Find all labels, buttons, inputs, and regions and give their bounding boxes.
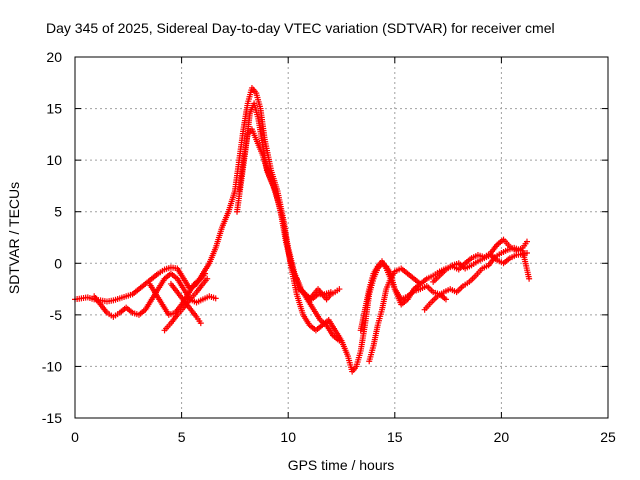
x-tick-label: 5 [178, 429, 186, 445]
grid [75, 57, 608, 418]
x-tick-label: 0 [71, 429, 79, 445]
data-point [417, 280, 424, 287]
x-tick-label: 20 [494, 429, 510, 445]
data-point [202, 270, 209, 277]
data-point [336, 337, 343, 344]
series-s10 [366, 265, 424, 365]
data-point [212, 295, 219, 302]
series-s2 [91, 270, 219, 320]
series-s9 [357, 258, 449, 334]
y-tick-label: -5 [50, 307, 63, 323]
y-axis-label: SDTVAR / TECUs [6, 182, 22, 294]
x-tick-label: 25 [600, 429, 616, 445]
series-s6 [236, 126, 343, 344]
series-s1 [72, 84, 530, 375]
series-s7 [234, 100, 334, 303]
chart-title: Day 345 of 2025, Sidereal Day-to-day VTE… [46, 20, 555, 36]
x-axis-label: GPS time / hours [288, 457, 395, 473]
series-s4 [161, 275, 211, 334]
series-s3 [146, 270, 209, 318]
data-point [442, 296, 449, 303]
series-s12 [430, 249, 530, 285]
x-tick-label: 10 [280, 429, 296, 445]
series-s11 [421, 244, 533, 313]
y-tick-label: 10 [46, 152, 62, 168]
series-s5 [167, 280, 204, 327]
x-tick-label: 15 [387, 429, 403, 445]
data-point [523, 249, 530, 256]
y-tick-label: -15 [42, 410, 62, 426]
data-point [526, 275, 533, 282]
y-tick-label: -10 [42, 358, 62, 374]
x-axis: 0 5 10 15 20 25 [71, 57, 616, 445]
y-axis: -15 -10 -5 0 5 10 15 20 [42, 49, 608, 426]
data-point [523, 238, 530, 245]
data-points [72, 84, 533, 375]
y-tick-label: 15 [46, 101, 62, 117]
data-point [197, 320, 204, 327]
y-tick-label: 5 [54, 204, 62, 220]
y-tick-label: 20 [46, 49, 62, 65]
plot-frame [74, 56, 609, 419]
data-point [204, 275, 211, 282]
data-point [336, 286, 343, 293]
y-tick-label: 0 [54, 255, 62, 271]
series-s8 [293, 275, 343, 303]
